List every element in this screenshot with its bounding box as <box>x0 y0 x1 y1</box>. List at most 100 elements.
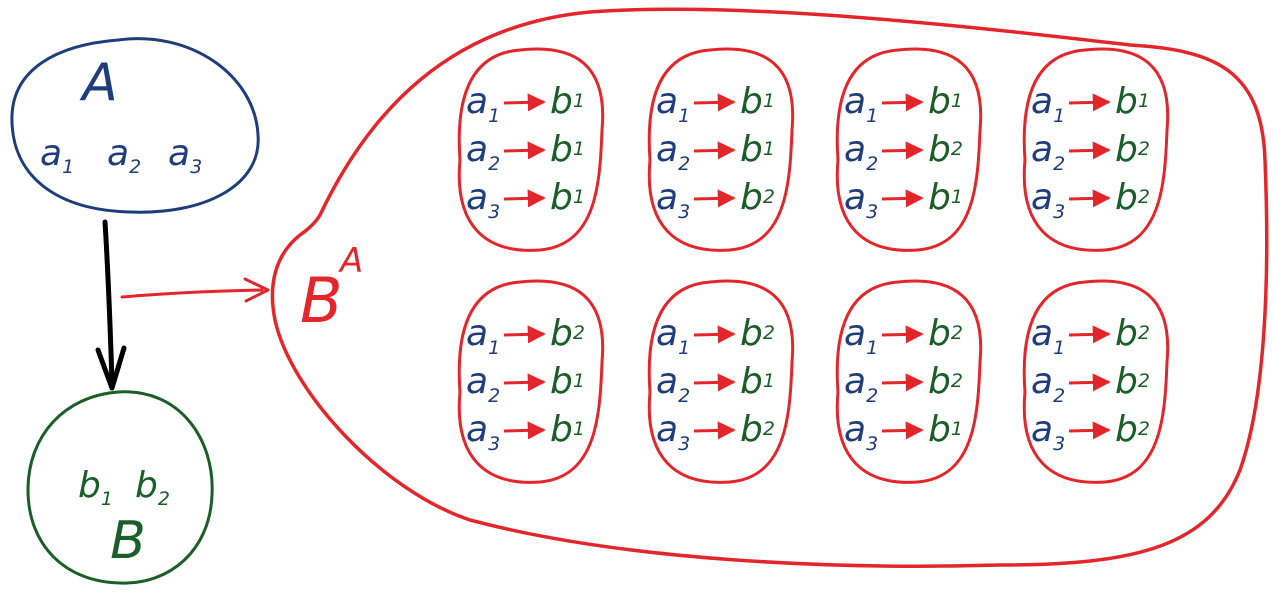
mapping-target-subscript: 2 <box>763 186 775 208</box>
function-3-mapping-2: a2 b2 <box>844 129 963 175</box>
mapping-source: a2 <box>656 361 690 407</box>
mapping-target-subscript: 2 <box>951 370 963 392</box>
mapping-target: b1 <box>1115 81 1150 122</box>
mapping-target: b1 <box>740 361 775 402</box>
arrow-to-function-space-shaft <box>120 288 264 299</box>
mapping-source-letter: a <box>656 129 678 170</box>
mapping-target: b2 <box>550 313 585 354</box>
mapping-target-letter: b <box>1115 81 1138 122</box>
function-2-mapping-3: a3 b2 <box>656 177 775 223</box>
mapping-source: a3 <box>656 409 690 455</box>
mapping-source-subscript: 2 <box>1053 153 1065 175</box>
mapping-target-letter: b <box>550 361 573 402</box>
mapping-source: a2 <box>1031 361 1065 407</box>
mapping-arrow <box>503 421 546 440</box>
mapping-target: b2 <box>1115 129 1150 170</box>
function-7-mapping-3: a3 b1 <box>844 409 963 455</box>
function-4-mapping-1: a1 b1 <box>1031 81 1150 127</box>
mapping-target-subscript: 1 <box>573 186 585 208</box>
set-b-element-1-letter: b <box>78 465 101 506</box>
mapping-source-letter: a <box>656 409 678 450</box>
function-3-outline <box>835 47 983 252</box>
function-space-outline <box>270 7 1269 568</box>
function-6-mapping-1: a1 b2 <box>656 313 775 359</box>
set-a-elements: a1 a2 a3 <box>40 133 202 178</box>
set-b-element-1-subscript: 1 <box>101 488 113 510</box>
mapping-source-letter: a <box>656 81 678 122</box>
mapping-target: b1 <box>928 177 963 218</box>
mapping-target-subscript: 2 <box>573 322 585 344</box>
mapping-arrow <box>881 189 924 208</box>
mapping-source-subscript: 3 <box>866 433 878 455</box>
mapping-target-letter: b <box>740 313 763 354</box>
arrow-a-to-b <box>95 219 127 391</box>
mapping-source: a3 <box>844 177 878 223</box>
function-space-base: B <box>300 264 343 337</box>
function-3-mapping-1: a1 b1 <box>844 81 963 127</box>
mapping-source-letter: a <box>656 361 678 402</box>
mapping-target: b2 <box>928 361 963 402</box>
mapping-target-letter: b <box>550 129 573 170</box>
mapping-target-letter: b <box>550 313 573 354</box>
mapping-target-subscript: 2 <box>1138 138 1150 160</box>
function-3-mapping-3: a3 b1 <box>844 177 963 223</box>
mapping-arrow <box>881 421 924 440</box>
mapping-source: a2 <box>844 129 878 175</box>
mapping-source-subscript: 1 <box>866 337 878 359</box>
mapping-target-subscript: 1 <box>951 418 963 440</box>
mapping-source-subscript: 2 <box>678 385 690 407</box>
function-8-mapping-2: a2 b2 <box>1031 361 1150 407</box>
mapping-source: a3 <box>466 409 500 455</box>
mapping-source-letter: a <box>1031 177 1053 218</box>
set-a-element-2: a2 <box>107 133 141 178</box>
mapping-source-subscript: 3 <box>1053 433 1065 455</box>
function-1-mapping-2: a2 b1 <box>466 129 585 175</box>
mapping-target-letter: b <box>928 313 951 354</box>
mapping-target-subscript: 2 <box>1138 370 1150 392</box>
function-1-outline <box>457 47 605 252</box>
mapping-target-letter: b <box>1115 361 1138 402</box>
mapping-source-letter: a <box>1031 81 1053 122</box>
set-a: A a1 a2 a3 <box>10 37 260 214</box>
mapping-target: b1 <box>550 177 585 218</box>
mapping-target-letter: b <box>740 361 763 402</box>
mapping-target: b2 <box>928 313 963 354</box>
mapping-source: a2 <box>844 361 878 407</box>
mapping-arrow <box>1068 141 1111 160</box>
mapping-source-subscript: 1 <box>488 105 500 127</box>
mapping-source-subscript: 3 <box>866 201 878 223</box>
mapping-target-letter: b <box>740 177 763 218</box>
mapping-arrow <box>693 141 736 160</box>
mapping-source-subscript: 2 <box>866 385 878 407</box>
mapping-source-letter: a <box>844 409 866 450</box>
mapping-source: a3 <box>656 177 690 223</box>
mapping-source-letter: a <box>1031 361 1053 402</box>
mapping-target: b1 <box>740 129 775 170</box>
mapping-target: b1 <box>550 361 585 402</box>
mapping-source-subscript: 3 <box>1053 201 1065 223</box>
mapping-source: a1 <box>656 313 690 359</box>
mapping-target: b2 <box>1115 177 1150 218</box>
mapping-target-letter: b <box>928 361 951 402</box>
mapping-source-subscript: 3 <box>678 201 690 223</box>
mapping-target-subscript: 1 <box>573 418 585 440</box>
mapping-source-letter: a <box>844 177 866 218</box>
mapping-source: a1 <box>656 81 690 127</box>
mapping-source-subscript: 3 <box>678 433 690 455</box>
set-a-element-1-subscript: 1 <box>62 156 74 178</box>
mapping-target: b2 <box>740 177 775 218</box>
mapping-target-letter: b <box>740 81 763 122</box>
mapping-source-letter: a <box>466 129 488 170</box>
mapping-target-subscript: 1 <box>573 370 585 392</box>
mapping-source-letter: a <box>466 409 488 450</box>
function-6-mapping-3: a3 b2 <box>656 409 775 455</box>
mapping-target-letter: b <box>1115 313 1138 354</box>
mapping-target-subscript: 2 <box>951 322 963 344</box>
mapping-arrow <box>881 325 924 344</box>
function-1-mapping-3: a3 b1 <box>466 177 585 223</box>
mapping-target-subscript: 1 <box>763 370 775 392</box>
